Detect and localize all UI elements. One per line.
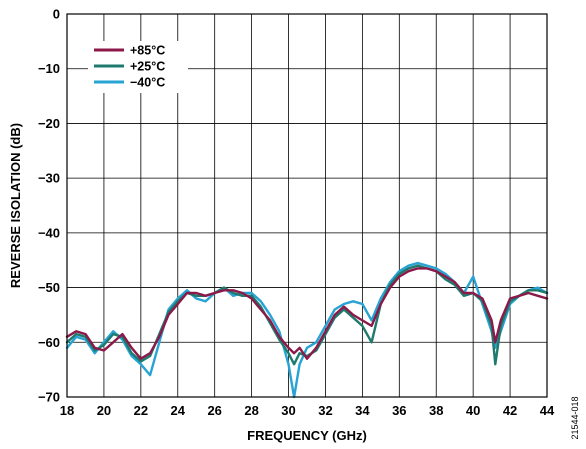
x-tick-label: 18 bbox=[60, 403, 74, 418]
legend-label-1: +25°C bbox=[130, 60, 165, 74]
x-tick-label: 38 bbox=[429, 403, 443, 418]
x-tick-label: 26 bbox=[207, 403, 221, 418]
legend-label-2: −40°C bbox=[130, 76, 165, 90]
x-tick-label: 24 bbox=[171, 403, 186, 418]
x-tick-label: 20 bbox=[97, 403, 111, 418]
x-axis-title: FREQUENCY (GHz) bbox=[247, 428, 367, 443]
x-tick-label: 36 bbox=[392, 403, 406, 418]
figure-id: 21544-018 bbox=[570, 396, 580, 439]
series-layer bbox=[65, 261, 549, 399]
series-line-2 bbox=[65, 261, 549, 399]
y-tick-label: −40 bbox=[38, 225, 60, 240]
legend-label-0: +85°C bbox=[130, 44, 165, 58]
x-tick-label: 34 bbox=[355, 403, 370, 418]
x-tick-label: 28 bbox=[244, 403, 258, 418]
tick-labels: 18 20 22 24 26 28 30 32 34 36 38 40 42 44 0 −10 −20 −30 −4… bbox=[38, 7, 555, 419]
y-tick-label: 0 bbox=[53, 7, 60, 22]
y-tick-label: −50 bbox=[38, 280, 60, 295]
x-tick-label: 32 bbox=[318, 403, 332, 418]
x-tick-label: 44 bbox=[540, 403, 555, 418]
y-tick-label: −20 bbox=[38, 116, 60, 131]
y-axis-title: REVERSE ISOLATION (dB) bbox=[8, 123, 23, 288]
y-tick-label: −10 bbox=[38, 61, 60, 76]
x-tick-label: 40 bbox=[466, 403, 480, 418]
y-tick-label: −70 bbox=[38, 390, 60, 405]
series-line-0 bbox=[65, 267, 549, 360]
x-tick-label: 42 bbox=[503, 403, 517, 418]
y-tick-label: −30 bbox=[38, 171, 60, 186]
y-tick-label: −60 bbox=[38, 335, 60, 350]
legend: +85°C +25°C −40°C bbox=[88, 41, 188, 93]
plot-frame bbox=[66, 13, 548, 398]
x-tick-label: 22 bbox=[134, 403, 148, 418]
x-tick-label: 30 bbox=[281, 403, 295, 418]
